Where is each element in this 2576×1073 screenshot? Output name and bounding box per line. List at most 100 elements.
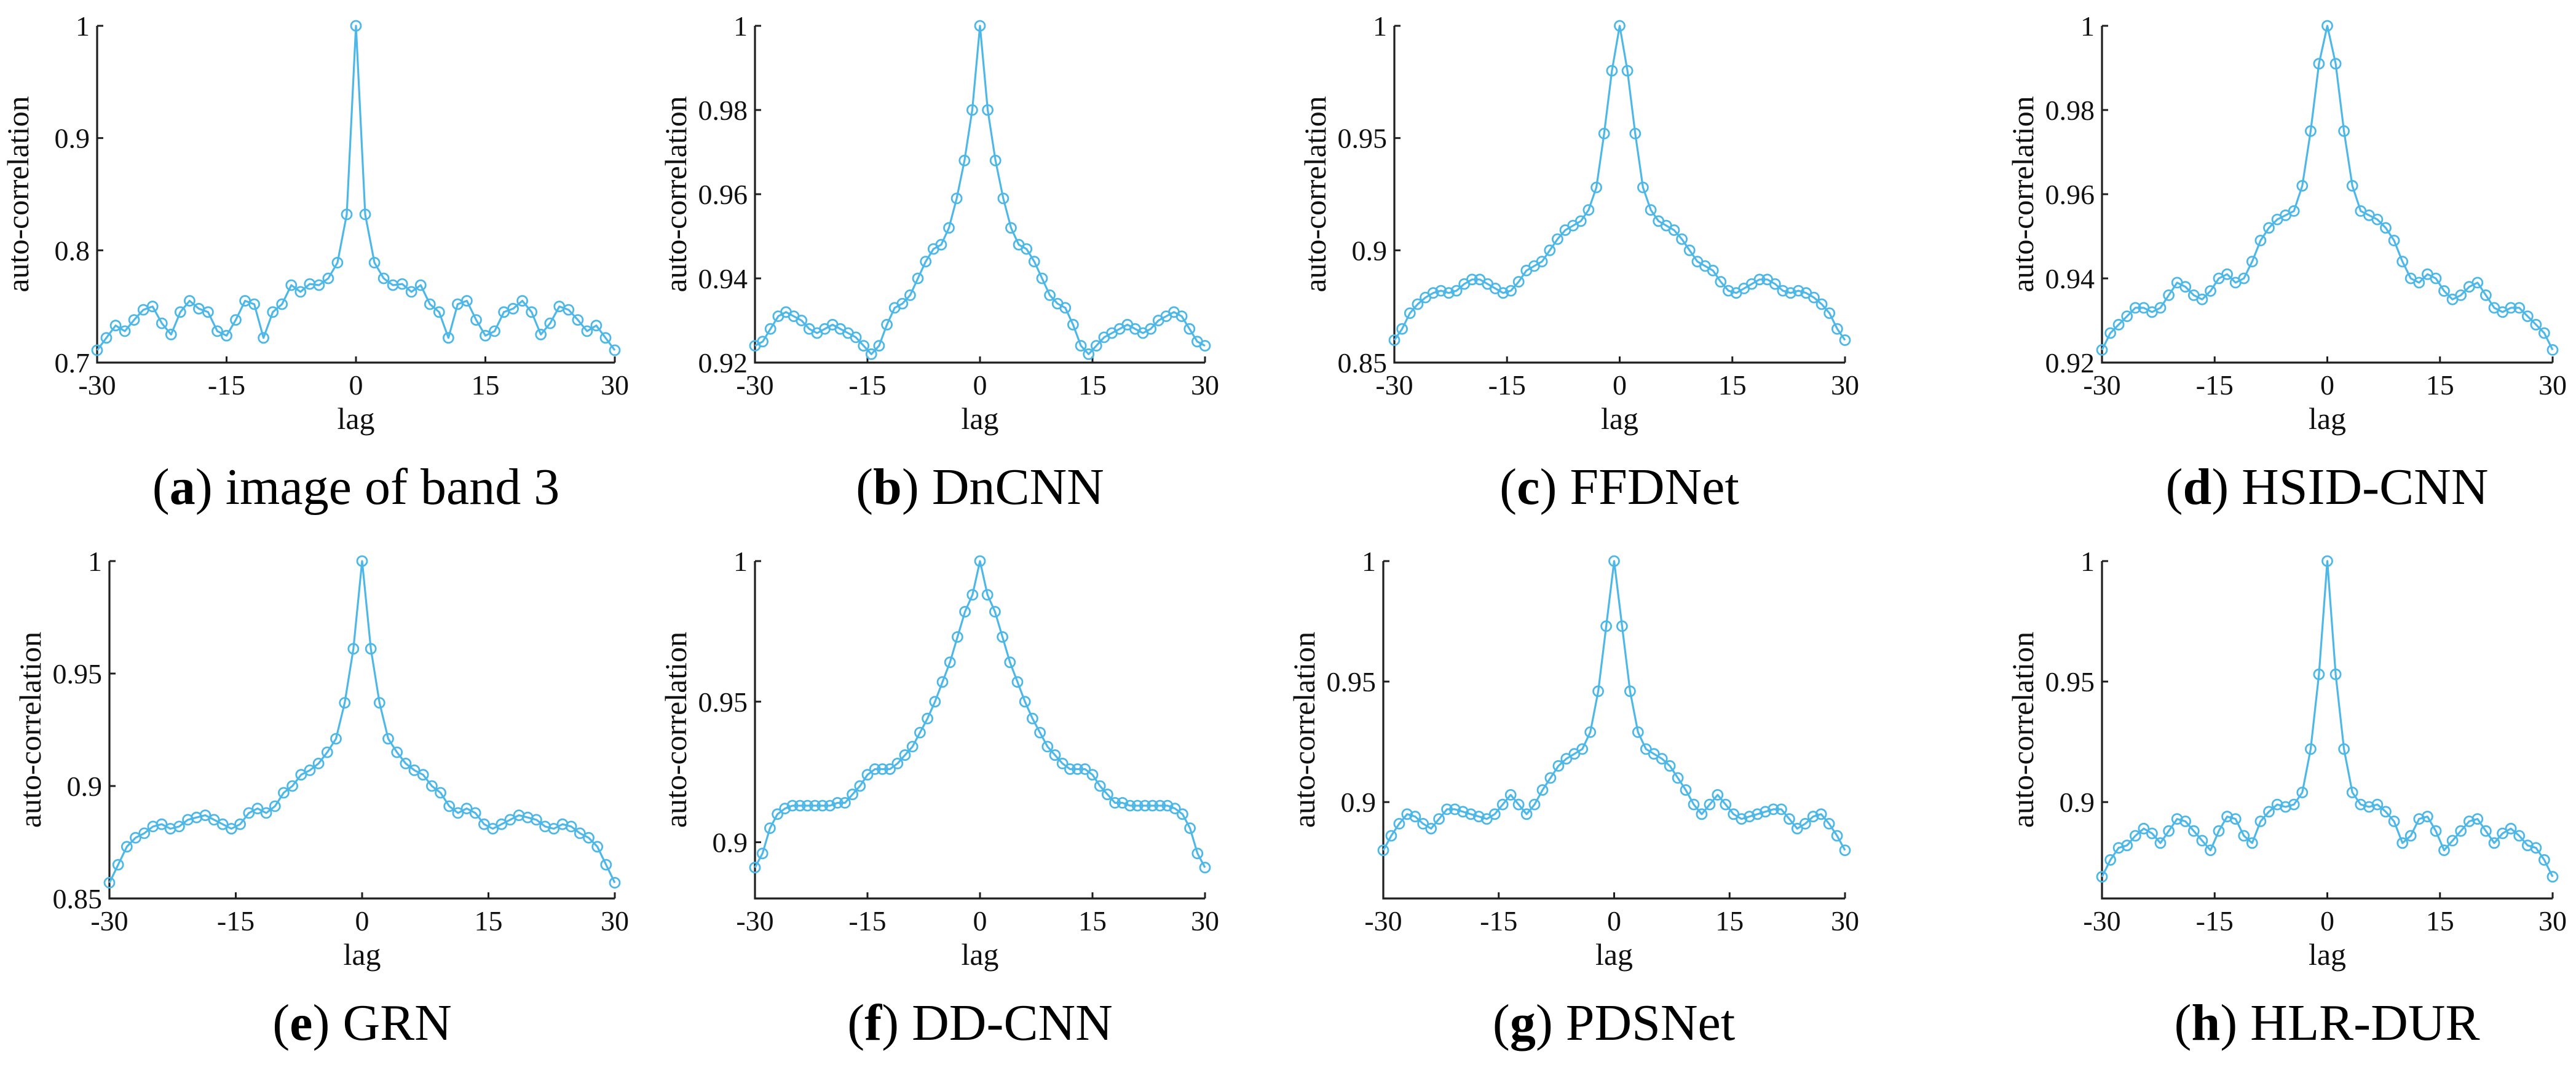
data-point xyxy=(1094,780,1106,792)
data-point xyxy=(183,295,196,307)
x-tick-label: 0 xyxy=(1607,905,1621,937)
data-point xyxy=(847,788,858,801)
x-tick-label: -15 xyxy=(208,369,245,401)
data-point xyxy=(199,809,211,821)
y-tick-label: 1 xyxy=(2080,546,2095,577)
x-tick-label: 30 xyxy=(1831,905,1859,937)
data-point xyxy=(1466,273,1478,286)
data-point xyxy=(997,192,1009,205)
y-tick-label: 0.95 xyxy=(53,658,103,690)
data-point xyxy=(989,154,1002,167)
data-point xyxy=(2479,289,2492,301)
data-point xyxy=(772,808,783,820)
data-point xyxy=(103,877,116,889)
data-point xyxy=(341,208,353,221)
data-point xyxy=(1668,224,1680,236)
data-point xyxy=(1590,181,1603,194)
data-point xyxy=(1536,256,1548,268)
data-point xyxy=(504,814,516,826)
data-point xyxy=(2179,816,2192,827)
caption-text: ) GRN xyxy=(312,994,451,1051)
series-line xyxy=(1393,25,1846,341)
x-tick-label: -30 xyxy=(1375,369,1413,401)
data-point xyxy=(294,286,307,298)
data-point xyxy=(1199,340,1211,352)
x-tick-label: 30 xyxy=(601,369,629,401)
data-point xyxy=(1632,726,1644,738)
chart-panel-d: -30 -15 0 15 30 0.92 0.94 0.96 0.98 1 lag auto-corr… xyxy=(2005,10,2567,516)
data-point xyxy=(1441,803,1453,816)
chart-panel-g: -30 -15 0 15 30 0.9 0.95 1 lag auto-correlation (g… xyxy=(1287,546,1859,1051)
data-point xyxy=(1464,808,1477,820)
data-point xyxy=(2254,816,2267,827)
data-point xyxy=(2313,668,2325,680)
caption-open-paren: ( xyxy=(1499,458,1517,516)
data-point xyxy=(1823,307,1836,320)
data-point xyxy=(572,314,584,326)
data-point xyxy=(1512,798,1525,811)
data-point xyxy=(1041,741,1054,753)
data-point xyxy=(516,295,528,307)
data-point xyxy=(966,589,979,601)
data-point xyxy=(507,302,519,315)
caption-text: ) PDSNet xyxy=(1536,994,1735,1051)
data-point xyxy=(1775,803,1787,816)
data-point xyxy=(2430,825,2442,837)
data-point xyxy=(1056,758,1069,769)
data-point xyxy=(2388,234,2400,246)
data-point xyxy=(1019,696,1031,708)
data-point xyxy=(2187,825,2200,837)
data-point xyxy=(373,697,385,709)
y-tick-label: 0.85 xyxy=(53,883,103,914)
data-point xyxy=(1807,811,1819,823)
chart-panel-h: -30 -15 0 15 30 0.9 0.95 1 lag auto-correlation (h… xyxy=(2005,546,2567,1051)
data-point xyxy=(2446,835,2459,847)
data-point xyxy=(1184,822,1196,834)
data-point xyxy=(1412,298,1424,310)
data-point xyxy=(2338,743,2350,755)
y-axis-label: auto-correlation xyxy=(2005,632,2040,828)
data-point xyxy=(1616,620,1628,632)
data-point xyxy=(756,847,768,860)
data-point xyxy=(350,20,362,32)
data-point xyxy=(950,192,963,205)
data-point xyxy=(267,306,279,318)
caption-open-paren: ( xyxy=(847,994,864,1051)
data-point xyxy=(487,823,499,835)
data-point xyxy=(1823,818,1835,830)
data-point xyxy=(277,787,290,799)
data-point xyxy=(382,733,394,745)
data-point xyxy=(1520,808,1533,820)
caption-letter: h xyxy=(2191,994,2220,1051)
data-point xyxy=(313,279,325,291)
data-point xyxy=(583,831,595,844)
data-point xyxy=(243,807,255,819)
data-point xyxy=(1388,334,1401,346)
data-point xyxy=(405,286,417,298)
data-point xyxy=(1744,811,1756,823)
data-point xyxy=(1722,285,1734,297)
data-point xyxy=(2538,854,2550,866)
data-point xyxy=(489,325,500,337)
data-point xyxy=(460,803,473,814)
data-point xyxy=(1576,743,1589,755)
caption-letter: e xyxy=(290,994,312,1051)
data-point xyxy=(869,763,881,775)
data-point xyxy=(211,325,223,337)
data-point xyxy=(1169,803,1181,814)
data-point xyxy=(749,862,761,874)
x-tick-label: -30 xyxy=(2083,369,2120,401)
data-point xyxy=(809,800,821,812)
data-point xyxy=(248,298,261,310)
data-point xyxy=(865,348,877,360)
axis-lines xyxy=(2101,26,2553,364)
data-point xyxy=(1145,323,1157,335)
data-point xyxy=(1086,769,1099,781)
data-point xyxy=(276,298,288,310)
caption-letter: b xyxy=(873,458,902,516)
data-point xyxy=(929,696,941,708)
axis-lines xyxy=(1382,561,1845,900)
data-point xyxy=(1083,348,1095,360)
data-point xyxy=(2430,272,2442,285)
chart-panel-e: -30 -15 0 15 30 0.85 0.9 0.95 1 lag auto-correlati… xyxy=(13,546,629,1051)
